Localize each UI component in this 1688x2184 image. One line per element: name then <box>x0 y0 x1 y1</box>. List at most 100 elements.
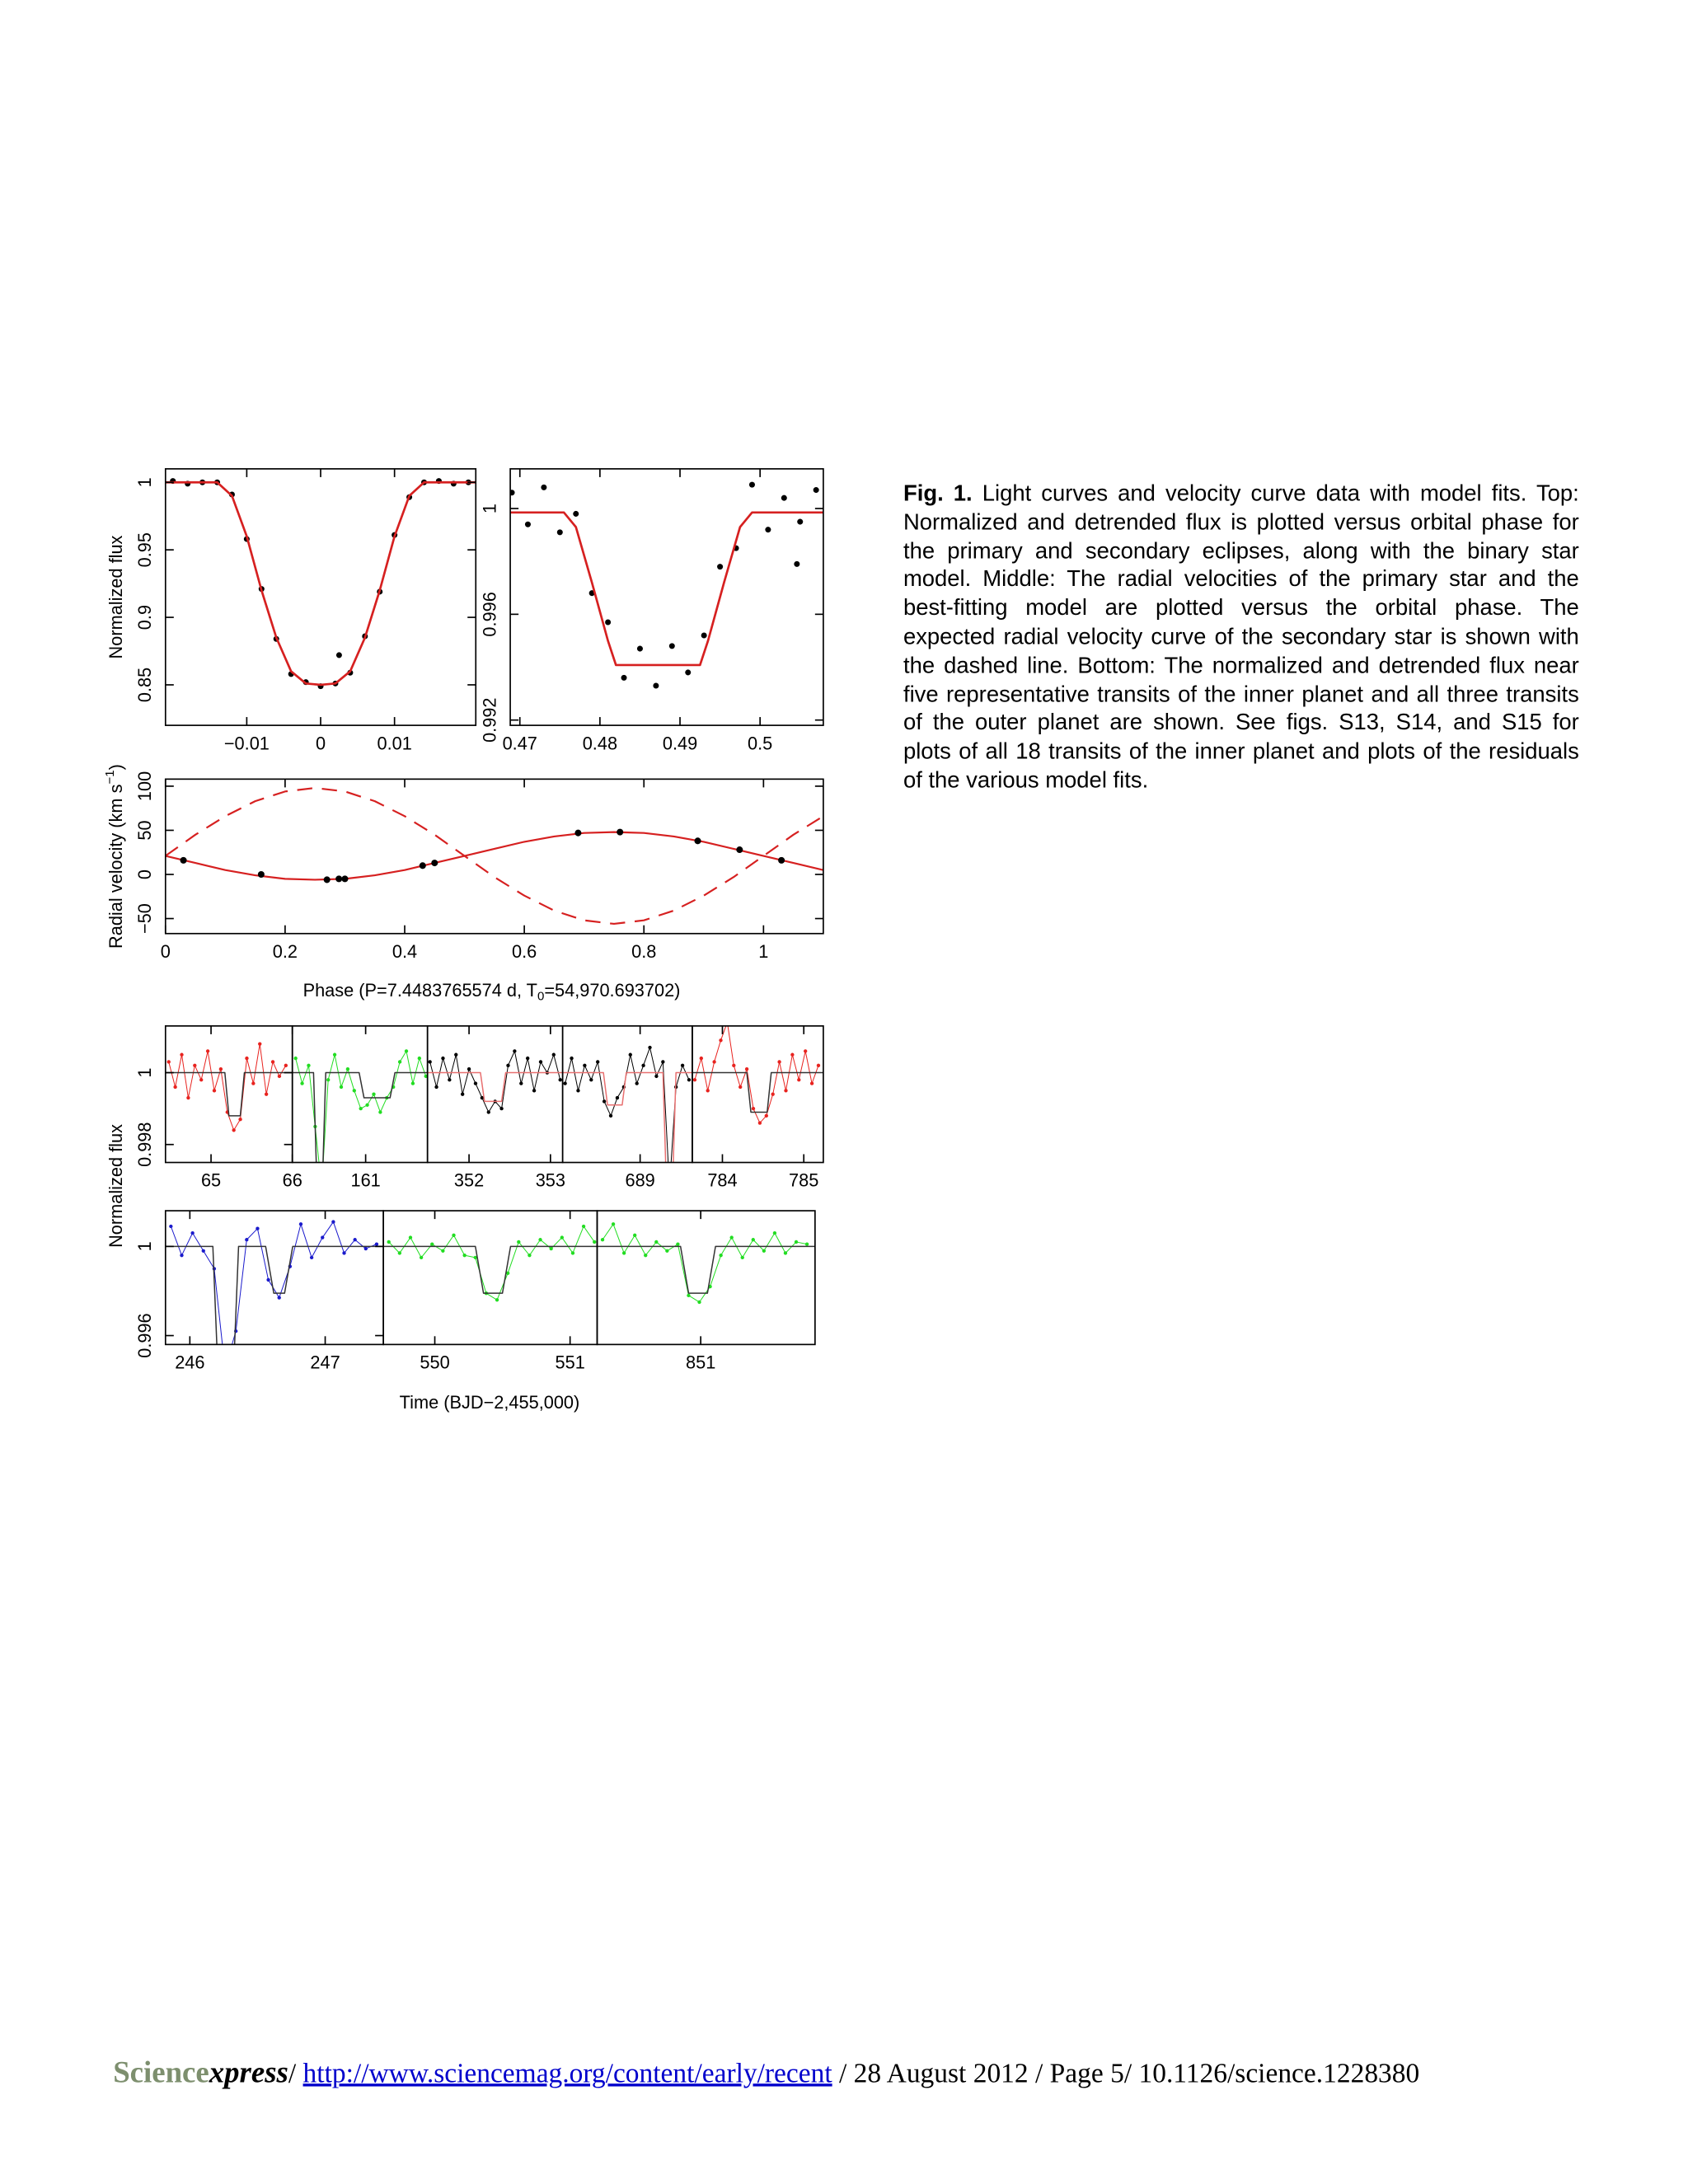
x-tick-label: 0.5 <box>748 733 772 753</box>
data-point <box>258 1042 262 1046</box>
data-point <box>293 1056 298 1061</box>
data-point <box>605 619 612 626</box>
data-point <box>473 1255 477 1260</box>
data-line <box>694 1025 819 1124</box>
data-point <box>570 1056 574 1061</box>
axes-frame <box>164 778 824 935</box>
data-point <box>245 1238 249 1242</box>
data-point <box>460 1092 465 1096</box>
data-point <box>740 1255 744 1260</box>
axes-frame <box>426 1025 564 1164</box>
data-point <box>180 1052 184 1057</box>
data-point <box>266 1277 270 1282</box>
x-axis-label: Time (BJD−2,455,000) <box>400 1392 580 1413</box>
data-point <box>699 1056 703 1061</box>
data-point <box>816 1063 821 1067</box>
axes-frame <box>596 1210 816 1346</box>
x-tick-label: 246 <box>175 1352 204 1373</box>
data-point <box>277 1074 282 1079</box>
data-point <box>729 1235 734 1240</box>
axes-frame <box>509 468 824 726</box>
data-point <box>419 862 426 869</box>
y-axis-label: Normalized flux <box>106 535 126 658</box>
data-point <box>748 481 755 488</box>
data-line <box>168 1043 287 1131</box>
data-point <box>593 1240 597 1244</box>
data-point <box>245 1056 249 1061</box>
data-point <box>665 1249 669 1253</box>
data-point <box>563 1081 567 1085</box>
x-tick-label: 785 <box>789 1170 818 1191</box>
data-point <box>212 1089 217 1093</box>
data-point <box>232 1128 236 1132</box>
data-point <box>462 1253 467 1258</box>
data-point <box>300 1081 304 1085</box>
data-point <box>653 682 659 689</box>
data-point <box>661 1060 665 1064</box>
y-tick-label: 0.85 <box>134 668 155 702</box>
data-point <box>251 1081 256 1085</box>
plot-area <box>597 1222 815 1305</box>
data-point <box>551 1052 556 1057</box>
plot-area <box>383 1224 598 1302</box>
data-point <box>777 1060 781 1064</box>
axes-frame <box>164 1025 293 1164</box>
data-point <box>744 1066 749 1071</box>
data-point <box>719 1038 723 1043</box>
model-line <box>165 1245 384 1345</box>
data-point <box>335 652 342 658</box>
data-point <box>560 1235 564 1240</box>
data-point <box>417 1056 421 1061</box>
data-point <box>549 1246 553 1251</box>
data-point <box>794 560 800 567</box>
data-point <box>506 1063 510 1067</box>
link[interactable]: http://www.sciencemag.org/content/early/… <box>302 2059 832 2089</box>
model-line <box>165 786 823 926</box>
data-point <box>307 1063 311 1067</box>
x-tick-label: −0.01 <box>224 733 270 753</box>
x-tick-label: 851 <box>686 1352 715 1373</box>
data-point <box>408 1235 413 1240</box>
data-point <box>635 1081 639 1085</box>
y-tick-label: 0.996 <box>134 1313 155 1357</box>
data-line <box>602 1223 808 1303</box>
data-point <box>694 837 701 845</box>
data-point <box>541 484 547 490</box>
data-point <box>532 1089 537 1093</box>
data-point <box>762 1249 767 1253</box>
data-point <box>510 490 515 496</box>
data-point <box>419 1255 424 1260</box>
data-point <box>636 645 643 652</box>
y-tick-label: 0.996 <box>479 592 499 636</box>
footer-text: / 28 August 2012 / Page 5/ 10.1126/scien… <box>832 2059 1420 2089</box>
caption-text: Light curves and velocity curve data wit… <box>903 480 1579 794</box>
data-point <box>284 1063 288 1067</box>
y-tick-label: 0.992 <box>479 697 499 742</box>
x-tick-label: 0 <box>316 733 326 753</box>
data-point <box>556 529 563 536</box>
data-point <box>326 1078 331 1082</box>
x-tick-label: 1 <box>758 941 768 962</box>
axes-frame <box>692 1025 824 1164</box>
model-line <box>562 1071 692 1163</box>
data-point <box>277 1296 281 1300</box>
separator: / <box>288 2059 303 2089</box>
data-point <box>771 1092 775 1096</box>
data-point <box>480 1095 485 1100</box>
data-point <box>321 1235 325 1240</box>
data-point <box>205 1049 210 1053</box>
axes-frame <box>164 1210 384 1346</box>
data-point <box>441 1056 445 1061</box>
data-point <box>764 1113 768 1118</box>
data-point <box>513 1049 517 1053</box>
data-point <box>223 1367 227 1371</box>
x-tick-label: 247 <box>310 1352 340 1373</box>
data-point <box>524 521 531 527</box>
data-point <box>804 1049 808 1053</box>
data-point <box>218 1066 223 1071</box>
data-point <box>180 856 187 864</box>
model-line <box>165 1071 293 1117</box>
data-point <box>738 1085 743 1090</box>
x-tick-label: 0 <box>161 941 171 962</box>
data-point <box>706 1089 710 1093</box>
